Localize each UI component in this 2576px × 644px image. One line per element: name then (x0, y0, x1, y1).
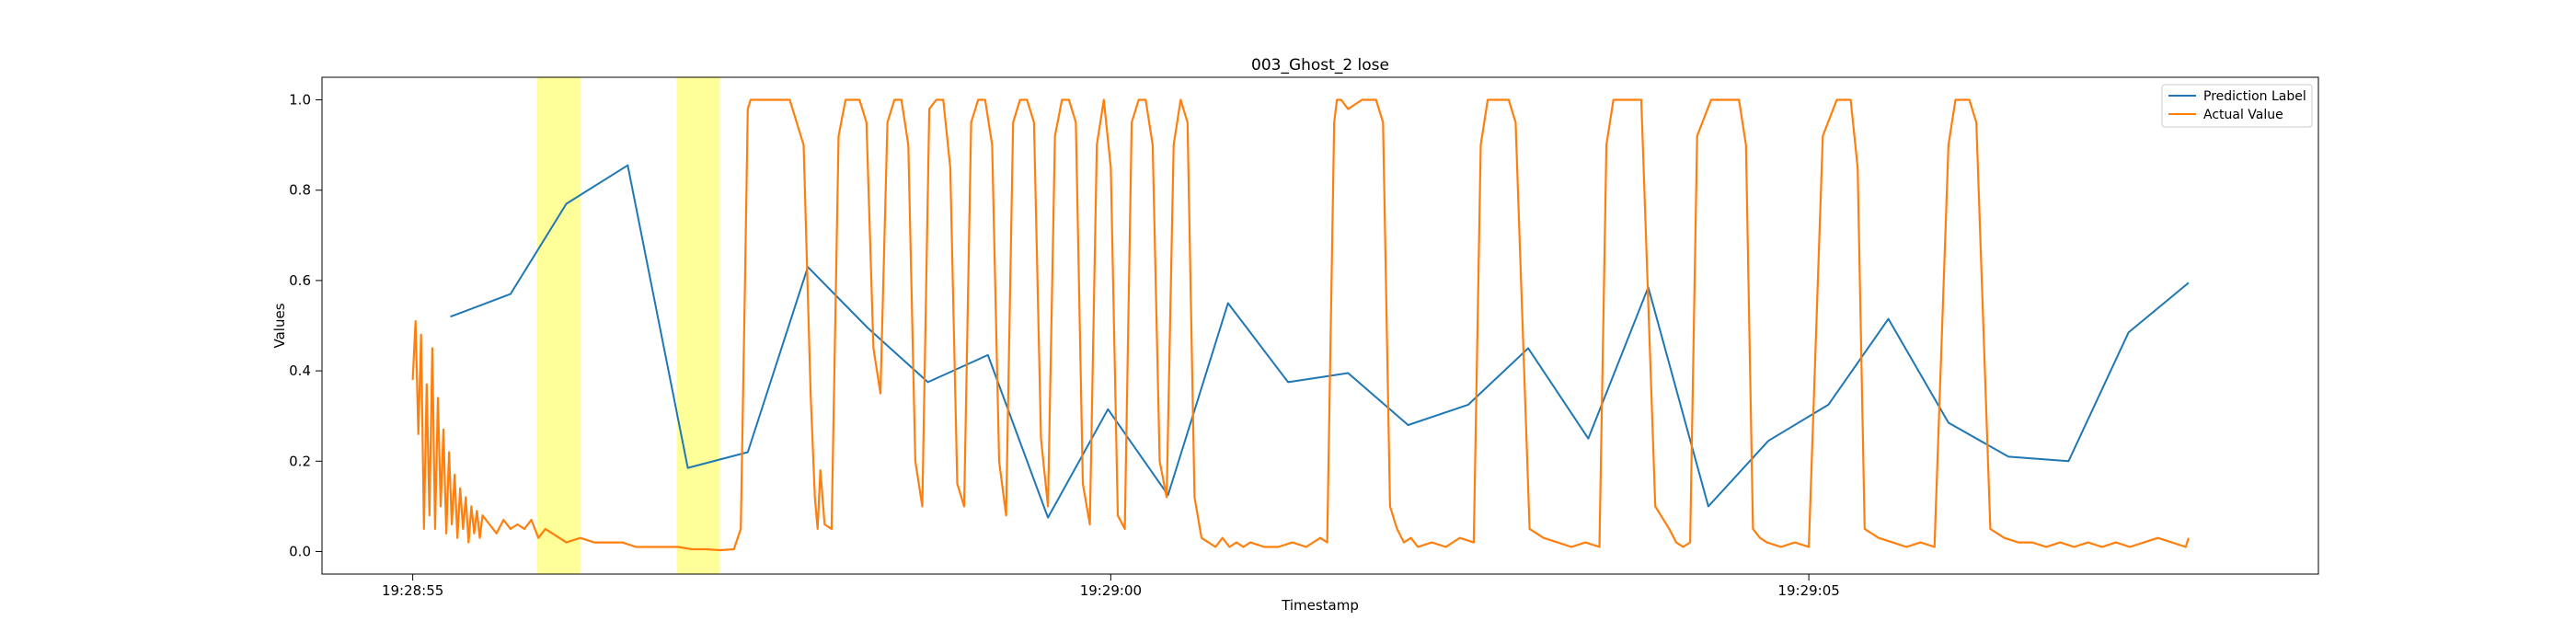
y-axis-label: Values (271, 303, 288, 348)
y-tick-label-3: 0.4 (289, 362, 311, 379)
legend-label-prediction: Prediction Label (2203, 89, 2306, 104)
legend-box (2161, 84, 2313, 128)
highlight-span-2 (676, 77, 720, 574)
y-tick-label-1: 0.0 (289, 543, 311, 559)
highlight-spans (536, 77, 720, 574)
y-tick-label-5: 0.8 (289, 182, 311, 199)
y-tick-label-6: 1.0 (289, 92, 311, 109)
x-axis-label: Timestamp (1281, 597, 1359, 614)
plot-frame (321, 76, 2319, 575)
x-axis: 19:28:55 19:29:00 19:29:05 (382, 574, 1840, 599)
legend: Prediction Label Actual Value (2161, 84, 2313, 128)
series-line-prediction (450, 164, 2190, 519)
series-line-actual (411, 98, 2190, 552)
series-layer (411, 98, 2190, 552)
x-tick-label-2: 19:29:00 (1080, 582, 1142, 599)
y-tick-label-4: 0.6 (289, 272, 311, 289)
x-tick-label-3: 19:29:05 (1777, 582, 1839, 599)
y-tick-label-2: 0.2 (289, 453, 311, 469)
highlight-span-1 (536, 77, 581, 574)
y-axis: 0.0 0.2 0.4 0.6 0.8 1.0 (289, 92, 322, 559)
x-tick-label-1: 19:28:55 (382, 582, 443, 599)
legend-label-actual: Actual Value (2203, 108, 2283, 122)
chart-title: 003_Ghost_2 lose (1251, 56, 1389, 75)
